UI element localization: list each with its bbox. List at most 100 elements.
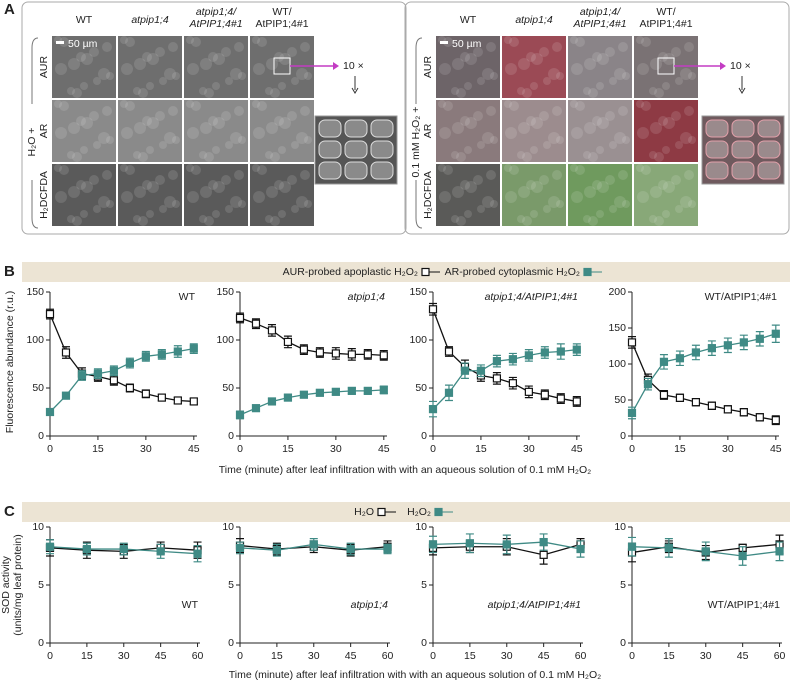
x-axis-title: Time (minute) after leaf infiltration wi…	[219, 464, 592, 476]
y-tick-label: 0	[421, 637, 427, 649]
cell-texture	[80, 82, 88, 90]
cell-texture	[584, 58, 596, 70]
chart-title: atpip1;4/AtPIP1;4#1	[488, 599, 581, 611]
cell-texture	[522, 152, 532, 162]
cell-texture	[637, 191, 649, 203]
micrograph	[52, 36, 116, 98]
cell-texture	[67, 87, 75, 95]
cell-texture	[596, 146, 604, 154]
data-point	[627, 338, 637, 347]
cell-texture	[204, 88, 214, 98]
cell-texture	[649, 87, 657, 95]
cell-texture	[505, 191, 517, 203]
micrograph	[52, 164, 116, 226]
cell-texture	[451, 215, 459, 223]
column-header: WT	[460, 14, 477, 26]
cell-texture	[583, 151, 591, 159]
data-point	[540, 348, 549, 357]
cell-texture	[253, 191, 265, 203]
cell-texture	[274, 180, 284, 190]
cell-texture	[72, 152, 82, 162]
cell-texture	[164, 196, 176, 208]
cell-texture	[225, 141, 233, 149]
cell-texture	[482, 196, 494, 208]
cell-texture	[477, 141, 485, 149]
cell-texture	[636, 100, 644, 108]
cell-texture	[172, 200, 180, 208]
data-point	[576, 544, 585, 554]
data-point	[723, 341, 732, 350]
row-label: AUR	[38, 55, 50, 78]
zoom-cell	[705, 140, 729, 159]
cell-texture	[539, 175, 549, 185]
cell-texture	[662, 146, 670, 154]
cell-texture	[291, 77, 299, 85]
y-tick-label: 100	[409, 334, 427, 346]
cell-texture	[684, 42, 694, 52]
cell-texture	[159, 205, 167, 213]
column-header: atpip1;4	[515, 14, 553, 26]
micrograph	[184, 164, 248, 226]
cell-texture	[658, 180, 668, 190]
cell-texture	[93, 77, 101, 85]
legend-label: H₂O₂	[407, 506, 431, 518]
cell-texture	[270, 152, 280, 162]
cell-texture	[146, 146, 154, 154]
cell-texture	[55, 127, 67, 139]
cell-texture	[238, 72, 246, 80]
cell-texture	[106, 136, 114, 144]
cell-texture	[186, 100, 194, 108]
cell-texture	[278, 210, 286, 218]
data-point	[119, 544, 128, 554]
column-header-line: WT/	[656, 6, 675, 18]
cell-texture	[102, 170, 112, 180]
data-point	[379, 351, 388, 360]
cell-texture	[106, 200, 114, 208]
cell-texture	[465, 117, 477, 129]
zoom-arrowhead	[720, 62, 726, 70]
cell-texture	[530, 210, 538, 218]
y-axis-title: Fluorescence abundance (r.u.)	[4, 291, 16, 433]
zoom-cell	[318, 140, 342, 159]
zoom-cell	[731, 161, 755, 180]
zoom-cell	[344, 161, 368, 180]
cell-texture	[517, 151, 525, 159]
micrograph	[250, 36, 314, 98]
data-point	[659, 357, 669, 366]
cell-texture	[477, 77, 485, 85]
row-label: H₂DCFDA	[422, 171, 434, 219]
data-point	[45, 407, 55, 417]
micrograph	[634, 164, 698, 226]
cell-texture	[505, 63, 517, 75]
cell-texture	[552, 106, 562, 116]
legend-label: AR-probed cytoplasmic H₂O₂	[445, 266, 580, 278]
panel-label: A	[4, 1, 15, 18]
cell-texture	[675, 77, 683, 85]
micrograph	[502, 36, 566, 98]
cell-texture	[252, 164, 260, 172]
cell-texture	[191, 165, 201, 175]
series-line	[49, 348, 194, 413]
series-line	[432, 348, 577, 410]
x-tick-label: 45	[737, 650, 749, 662]
zoom-label: 10 ×	[730, 60, 751, 72]
data-point	[508, 355, 517, 364]
cell-texture	[252, 36, 260, 44]
chart-title: WT	[182, 599, 199, 611]
data-point	[659, 390, 669, 400]
cell-texture	[526, 180, 536, 190]
data-point	[235, 543, 245, 552]
cell-texture	[526, 116, 536, 126]
cell-texture	[460, 52, 470, 62]
micrograph	[502, 164, 566, 226]
y-tick-label: 0	[38, 430, 44, 442]
y-tick-label: 5	[620, 579, 626, 591]
data-point	[701, 547, 710, 556]
column-header-line: AtPIP1;4#1	[255, 18, 308, 30]
data-point	[771, 416, 780, 425]
cell-texture	[191, 101, 201, 111]
cell-texture	[138, 88, 148, 98]
micrograph	[184, 36, 248, 98]
cell-texture	[584, 122, 596, 134]
zoom-label: 10 ×	[343, 60, 364, 72]
